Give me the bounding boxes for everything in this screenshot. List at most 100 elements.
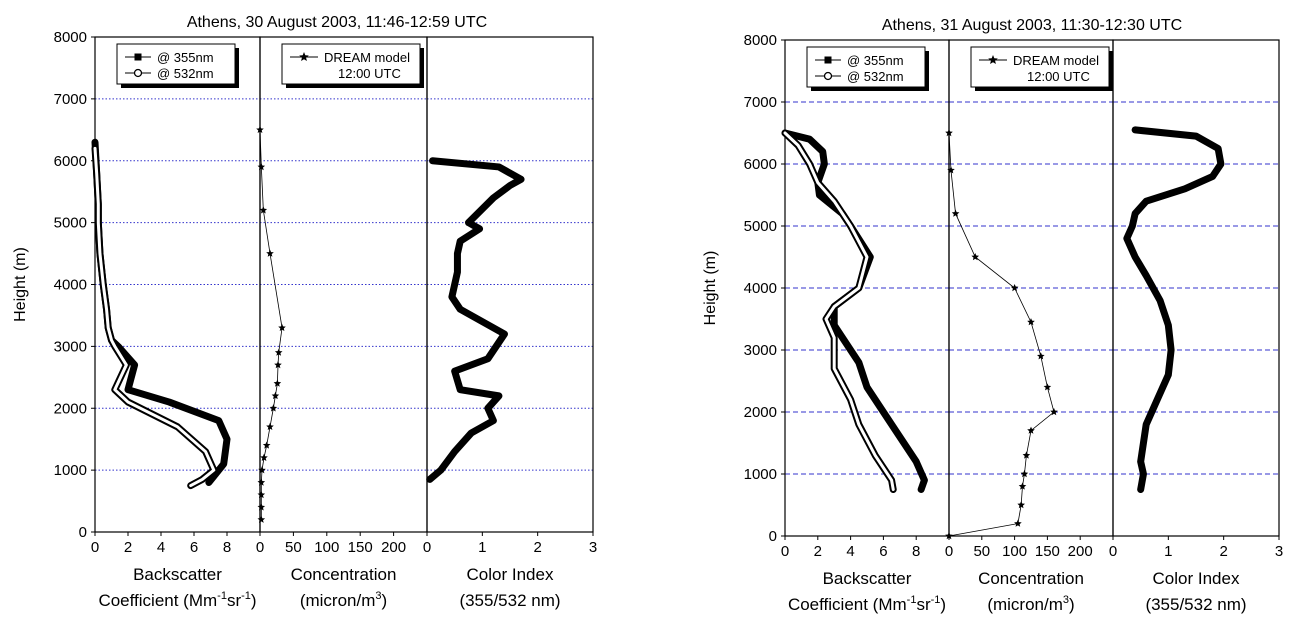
series xyxy=(91,138,231,486)
x-tick-label: 3 xyxy=(589,539,597,556)
legend-box xyxy=(116,43,236,85)
legend-box xyxy=(281,43,421,85)
series xyxy=(1123,126,1225,493)
x-tick-label: 2 xyxy=(124,539,132,556)
x-axis-label: Backscatter xyxy=(823,569,912,588)
x-tick-label: 200 xyxy=(381,539,406,556)
legend-label: DREAM model xyxy=(1013,53,1099,68)
x-tick-label: 50 xyxy=(973,543,990,560)
y-tick-label: 1000 xyxy=(54,462,87,479)
x-tick-label: 2 xyxy=(1219,543,1227,560)
y-tick-label: 1000 xyxy=(744,466,777,483)
data-point xyxy=(271,391,280,400)
x-axis-label-part: -1 xyxy=(217,590,227,602)
data-point xyxy=(945,129,953,137)
x-tick-label: 8 xyxy=(912,543,920,560)
y-tick-label: 4000 xyxy=(744,280,777,297)
x-axis-label: (355/532 nm) xyxy=(459,591,560,610)
legend-label: @ 532nm xyxy=(157,66,214,81)
data-point xyxy=(257,515,266,523)
x-axis-label: Concentration xyxy=(978,569,1084,588)
x-tick-label: 100 xyxy=(314,539,339,556)
x-tick-label: 150 xyxy=(1035,543,1060,560)
chart-title: Athens, 31 August 2003, 11:30-12:30 UTC xyxy=(882,17,1182,34)
x-tick-label: 100 xyxy=(1002,543,1027,560)
data-point xyxy=(824,56,832,64)
data-point xyxy=(256,125,264,133)
y-tick-label: 3000 xyxy=(54,338,87,355)
data-point xyxy=(1017,501,1025,509)
x-axis-label: Coefficient (Mm-1sr-1) xyxy=(98,590,256,610)
y-axis-label: Height (m) xyxy=(12,247,29,322)
x-axis-label-part: ) xyxy=(1069,595,1075,614)
y-tick-label: 7000 xyxy=(54,91,87,108)
x-tick-label: 150 xyxy=(348,539,373,556)
chart-1: Athens, 30 August 2003, 11:46-12:59 UTC 0… xyxy=(12,14,597,610)
data-point xyxy=(258,466,266,474)
y-tick-label: 2000 xyxy=(744,404,777,421)
series-line xyxy=(948,132,1055,537)
data-point xyxy=(274,348,283,356)
data-point xyxy=(1050,408,1058,416)
data-point xyxy=(262,441,271,449)
data-point xyxy=(134,53,142,61)
x-tick-label: 0 xyxy=(1109,543,1117,560)
x-tick-label: 0 xyxy=(91,539,99,556)
data-point xyxy=(988,55,998,64)
series-line xyxy=(1123,126,1225,493)
panel-2: 0 50 100 150 200 Concentration (micron/m3) DREA… xyxy=(256,36,428,610)
x-axis-label-part: ) xyxy=(382,591,388,610)
data-point xyxy=(274,360,282,369)
y-tick-label: 5000 xyxy=(744,218,777,235)
data-point xyxy=(257,162,266,171)
panel-2: 0 50 100 150 200 Concentration (micron/m3) DREA… xyxy=(945,39,1114,614)
legend-label: 12:00 UTC xyxy=(1027,69,1090,84)
data-point xyxy=(951,209,960,217)
x-axis-label: (micron/m3) xyxy=(987,594,1074,614)
data-point xyxy=(269,404,278,412)
x-tick-label: 4 xyxy=(846,543,854,560)
data-point xyxy=(257,478,266,486)
legend-label: @ 532nm xyxy=(847,69,904,84)
data-point xyxy=(945,532,953,540)
data-point xyxy=(133,68,143,78)
x-tick-label: 6 xyxy=(190,539,198,556)
series xyxy=(256,125,286,523)
data-point xyxy=(278,323,286,331)
panel-frame xyxy=(1112,39,1280,537)
x-tick-label: 4 xyxy=(157,539,165,556)
data-point xyxy=(1022,451,1031,459)
x-axis-label-part: ) xyxy=(251,591,257,610)
y-tick-label: 2000 xyxy=(54,400,87,417)
series xyxy=(426,157,525,483)
data-point xyxy=(947,166,955,174)
data-point xyxy=(1020,470,1029,478)
x-axis-label-part: -1 xyxy=(907,594,917,606)
x-axis-label-part: sr xyxy=(227,591,242,610)
x-tick-label: 200 xyxy=(1068,543,1093,560)
y-tick-label: 4000 xyxy=(54,277,87,294)
series xyxy=(91,144,218,490)
legend: @ 355nm@ 532nm xyxy=(116,43,239,88)
x-tick-label: 3 xyxy=(1275,543,1283,560)
x-tick-label: 0 xyxy=(945,543,953,560)
panel-frame xyxy=(426,36,594,533)
legend: @ 355nm@ 532nm xyxy=(806,46,929,91)
x-axis-label: Concentration xyxy=(291,565,397,584)
data-point xyxy=(823,71,833,81)
legend-label: 12:00 UTC xyxy=(338,66,401,81)
data-point xyxy=(260,453,268,461)
x-axis-label-part: 3 xyxy=(375,590,381,602)
series-line xyxy=(91,138,231,486)
y-tick-label: 5000 xyxy=(54,215,87,232)
x-tick-label: 50 xyxy=(285,539,302,556)
series xyxy=(781,129,928,493)
y-tick-label: 0 xyxy=(79,524,87,541)
data-point xyxy=(257,490,266,499)
y-tick-label: 6000 xyxy=(54,153,87,170)
series xyxy=(781,129,897,493)
data-point xyxy=(1043,383,1052,391)
